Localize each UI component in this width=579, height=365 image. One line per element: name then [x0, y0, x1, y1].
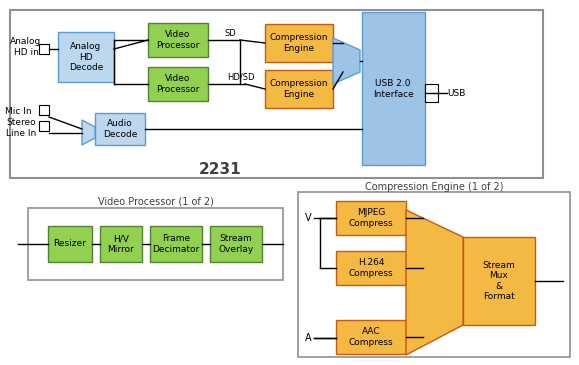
Text: Video
Processor: Video Processor [156, 74, 200, 94]
Text: Stream
Overlay: Stream Overlay [218, 234, 254, 254]
Text: Resizer: Resizer [54, 239, 86, 249]
FancyBboxPatch shape [148, 67, 208, 101]
Text: V: V [305, 213, 312, 223]
FancyBboxPatch shape [210, 226, 262, 262]
FancyBboxPatch shape [265, 24, 333, 62]
Text: Compression
Engine: Compression Engine [270, 33, 328, 53]
Text: 2231: 2231 [199, 162, 241, 177]
Text: Compression Engine (1 of 2): Compression Engine (1 of 2) [365, 182, 503, 192]
FancyBboxPatch shape [336, 201, 406, 235]
Text: Analog
HD
Decode: Analog HD Decode [69, 42, 103, 72]
FancyBboxPatch shape [265, 70, 333, 108]
FancyBboxPatch shape [336, 251, 406, 285]
Polygon shape [333, 38, 360, 84]
FancyBboxPatch shape [39, 44, 49, 54]
Polygon shape [82, 120, 95, 145]
FancyBboxPatch shape [148, 23, 208, 57]
FancyBboxPatch shape [425, 84, 438, 102]
Text: Mic In: Mic In [5, 108, 31, 116]
Text: Video Processor (1 of 2): Video Processor (1 of 2) [98, 197, 214, 207]
Text: H/V
Mirror: H/V Mirror [108, 234, 134, 254]
Text: Compression
Engine: Compression Engine [270, 79, 328, 99]
FancyBboxPatch shape [39, 121, 49, 131]
Text: Stream
Mux
&
Format: Stream Mux & Format [483, 261, 515, 301]
Text: USB 2.0
Interface: USB 2.0 Interface [373, 79, 413, 99]
Polygon shape [406, 210, 463, 355]
FancyBboxPatch shape [463, 237, 535, 325]
Text: Stereo
Line In: Stereo Line In [6, 118, 36, 138]
FancyBboxPatch shape [58, 32, 114, 82]
Text: Frame
Decimator: Frame Decimator [152, 234, 200, 254]
FancyBboxPatch shape [100, 226, 142, 262]
Text: HD/SD: HD/SD [227, 73, 255, 81]
Text: H.264
Compress: H.264 Compress [349, 258, 393, 278]
Text: Analog
HD in: Analog HD in [10, 37, 42, 57]
FancyBboxPatch shape [362, 12, 425, 165]
Text: A: A [305, 333, 312, 343]
Text: MJPEG
Compress: MJPEG Compress [349, 208, 393, 228]
FancyBboxPatch shape [39, 105, 49, 115]
Text: Video
Processor: Video Processor [156, 30, 200, 50]
FancyBboxPatch shape [336, 320, 406, 354]
FancyBboxPatch shape [95, 113, 145, 145]
Text: AAC
Compress: AAC Compress [349, 327, 393, 347]
Text: USB: USB [447, 88, 466, 97]
Text: Audio
Decode: Audio Decode [103, 119, 137, 139]
FancyBboxPatch shape [150, 226, 202, 262]
Text: SD: SD [224, 28, 236, 38]
FancyBboxPatch shape [48, 226, 92, 262]
